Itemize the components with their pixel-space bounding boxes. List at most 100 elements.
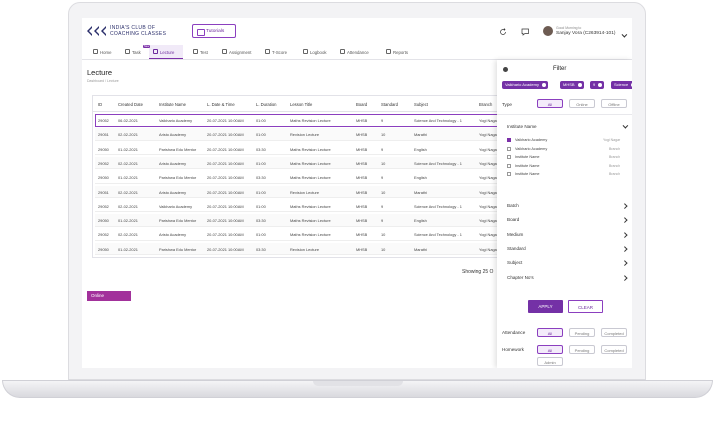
filter-section[interactable]: Medium (507, 231, 524, 237)
nav-item[interactable]: Reports (393, 49, 409, 55)
institute-name: Institute Name (515, 155, 540, 159)
filter-chip[interactable]: Vaikhario Academy (502, 81, 548, 89)
close-icon[interactable] (503, 67, 508, 72)
user-name[interactable]: Sanjay Vora (C263914-101) (556, 31, 616, 36)
table-cell: Aristo Academy (159, 132, 187, 138)
institute-checkbox[interactable] (507, 138, 511, 142)
table-cell: Vaikhario Academy (159, 203, 193, 209)
table-cell: Marathi (414, 132, 427, 138)
user-avatar[interactable] (543, 26, 553, 36)
table-cell: MHSB (356, 160, 368, 166)
table-cell: 02-02-2021 (118, 132, 138, 138)
filter-chip[interactable]: 9 (590, 81, 605, 89)
table-cell: 01:00 (256, 232, 266, 238)
filter-section[interactable]: Chapter No's (507, 274, 534, 280)
column-header: Standard (381, 101, 398, 107)
table-cell: 9 (381, 218, 384, 224)
table-cell: 9 (381, 118, 384, 123)
table-row[interactable] (95, 128, 501, 141)
attendance-option[interactable]: Completed (601, 328, 627, 337)
clear-button[interactable]: CLEAR (568, 300, 603, 313)
table-cell: 01-02-2021 (118, 146, 138, 152)
refresh-icon[interactable] (499, 28, 507, 36)
tutorials-button[interactable]: Tutorials (192, 24, 236, 38)
table-cell: MHSB (356, 246, 368, 252)
user-menu-caret[interactable] (622, 32, 628, 38)
table-cell: 29051 (98, 189, 109, 195)
nav-item[interactable]: Assignment (229, 49, 252, 55)
institute-checkbox[interactable] (507, 155, 511, 159)
attendance-option[interactable]: All (537, 328, 563, 337)
type-option[interactable]: Online (569, 99, 595, 108)
type-option[interactable]: Offline (601, 99, 627, 108)
section-caret[interactable] (622, 274, 628, 280)
attendance-option[interactable]: Pending (569, 328, 595, 337)
brand-line: INDIA'S CLUB OF (110, 25, 156, 31)
nav-item[interactable]: Task (132, 49, 141, 55)
table-cell: Parishwa Edu Mentor (159, 175, 197, 181)
chat-icon[interactable] (521, 28, 530, 36)
homework-option[interactable]: Pending (569, 345, 595, 354)
table-cell: 29052 (98, 203, 109, 209)
filter-section[interactable]: Standard (507, 245, 526, 251)
table-cell: Yogi Nagar (479, 203, 499, 209)
nav-item[interactable]: Test (200, 49, 208, 55)
institute-label: Institute Name (507, 124, 537, 129)
table-cell: MHSB (356, 232, 368, 238)
section-caret[interactable] (622, 217, 628, 223)
nav-badge: New (143, 45, 151, 48)
table-cell: 01:00 (256, 132, 266, 138)
institute-checkbox[interactable] (507, 163, 511, 168)
table-cell: 29051 (98, 132, 109, 138)
section-caret[interactable] (622, 231, 628, 237)
table-cell: MHSB (356, 146, 368, 152)
table-row[interactable] (95, 228, 501, 241)
table-cell: 29050 (98, 246, 109, 252)
table-cell: MHSB (356, 203, 368, 209)
nav-item[interactable]: Attendance (347, 49, 369, 55)
table-row[interactable] (95, 171, 501, 184)
apply-button[interactable]: APPLY (528, 300, 563, 313)
column-header: Board (356, 101, 368, 107)
homework-option[interactable]: Completed (601, 345, 627, 354)
table-cell: 10 (381, 160, 386, 166)
section-caret[interactable] (622, 260, 628, 266)
nav-item[interactable]: T-Score (272, 49, 288, 55)
homework-option[interactable]: All (537, 345, 563, 354)
table-cell: 20-07-2021 10:00AM (207, 203, 244, 209)
brand-line: COACHING CLASSES (110, 31, 167, 37)
online-tab[interactable]: Online (87, 291, 131, 301)
column-header: Lesson Title (290, 101, 313, 107)
table-row[interactable] (95, 242, 501, 256)
institute-checkbox[interactable] (507, 172, 511, 176)
institute-caret[interactable] (623, 123, 629, 129)
institute-branch: Yogi Nagar (603, 138, 621, 142)
nav-icon (303, 49, 308, 54)
filter-chip[interactable]: MHSB (560, 81, 584, 89)
filter-section[interactable]: Subject (507, 260, 523, 266)
table-cell: Science And Technology - 1 (414, 232, 462, 238)
table-cell: Parishwa Edu Mentor (159, 246, 197, 252)
table-cell: 20-07-2021 10:00AM (207, 146, 244, 152)
table-row[interactable] (95, 199, 501, 213)
laptop-notch (313, 381, 403, 386)
filter-chip[interactable]: Science (611, 81, 632, 89)
nav-item[interactable]: Home (100, 49, 112, 55)
filter-section[interactable]: Board (507, 217, 520, 223)
table-row[interactable] (95, 142, 501, 156)
filter-section[interactable]: Batch (507, 203, 519, 208)
table-cell: Maths Revision Lecture (290, 118, 331, 123)
institute-checkbox[interactable] (507, 146, 511, 151)
nav-item[interactable]: Logbook (310, 49, 327, 55)
type-option[interactable]: All (537, 99, 563, 108)
institute-branch: Branch (609, 155, 621, 159)
table-row[interactable] (95, 214, 501, 227)
nav-item[interactable]: Lecture (160, 49, 175, 55)
table-row[interactable] (95, 156, 501, 170)
homework-option[interactable]: Admin (537, 357, 563, 366)
institute-branch: Branch (609, 146, 621, 151)
section-caret[interactable] (622, 246, 628, 252)
table-cell: 02-02-2021 (118, 160, 138, 166)
table-row[interactable] (95, 185, 501, 198)
section-caret[interactable] (622, 203, 628, 209)
